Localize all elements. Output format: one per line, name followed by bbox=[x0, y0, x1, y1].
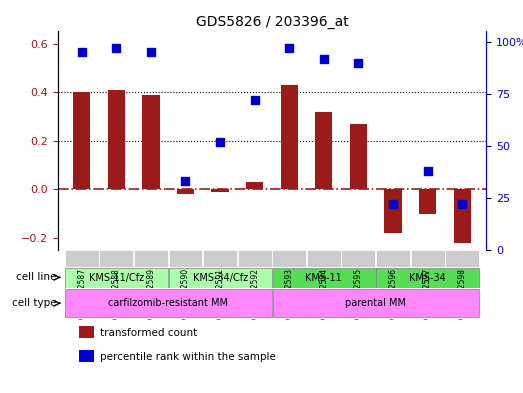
Text: cell type: cell type bbox=[12, 298, 57, 308]
Text: percentile rank within the sample: percentile rank within the sample bbox=[100, 352, 276, 362]
FancyBboxPatch shape bbox=[169, 268, 272, 288]
Text: GSM1692588: GSM1692588 bbox=[112, 268, 121, 319]
Bar bbox=[79, 326, 94, 338]
FancyBboxPatch shape bbox=[65, 268, 168, 288]
Point bbox=[389, 201, 397, 208]
FancyBboxPatch shape bbox=[203, 250, 237, 267]
FancyBboxPatch shape bbox=[411, 250, 445, 267]
Text: transformed count: transformed count bbox=[100, 328, 198, 338]
FancyBboxPatch shape bbox=[238, 250, 271, 267]
FancyBboxPatch shape bbox=[445, 250, 479, 267]
Bar bbox=[177, 189, 194, 195]
Bar bbox=[73, 92, 90, 189]
Point bbox=[216, 139, 224, 145]
FancyBboxPatch shape bbox=[65, 289, 272, 317]
Point bbox=[251, 97, 259, 103]
Bar bbox=[419, 189, 436, 214]
Bar bbox=[142, 95, 160, 189]
Title: GDS5826 / 203396_at: GDS5826 / 203396_at bbox=[196, 15, 348, 29]
Bar bbox=[246, 182, 263, 189]
Text: GSM1692590: GSM1692590 bbox=[181, 268, 190, 319]
Point bbox=[112, 45, 120, 51]
Text: KMS-11: KMS-11 bbox=[305, 273, 342, 283]
Point bbox=[181, 178, 190, 185]
Point bbox=[147, 49, 155, 55]
FancyBboxPatch shape bbox=[342, 250, 376, 267]
Point bbox=[424, 168, 432, 174]
Text: cell line: cell line bbox=[16, 272, 57, 282]
Text: GSM1692592: GSM1692592 bbox=[250, 268, 259, 319]
Text: GSM1692593: GSM1692593 bbox=[285, 268, 294, 319]
Bar bbox=[384, 189, 402, 233]
FancyBboxPatch shape bbox=[272, 250, 306, 267]
FancyBboxPatch shape bbox=[376, 250, 410, 267]
Text: KMS-34/Cfz: KMS-34/Cfz bbox=[192, 273, 248, 283]
Text: GSM1692596: GSM1692596 bbox=[389, 268, 397, 319]
Text: carfilzomib-resistant MM: carfilzomib-resistant MM bbox=[108, 298, 228, 308]
FancyBboxPatch shape bbox=[307, 250, 341, 267]
FancyBboxPatch shape bbox=[168, 250, 202, 267]
Bar bbox=[350, 124, 367, 189]
Point bbox=[285, 45, 293, 51]
Text: GSM1692591: GSM1692591 bbox=[215, 268, 224, 319]
FancyBboxPatch shape bbox=[65, 250, 99, 267]
Point bbox=[458, 201, 467, 208]
Bar bbox=[79, 351, 94, 362]
Bar bbox=[315, 112, 333, 189]
Text: GSM1692587: GSM1692587 bbox=[77, 268, 86, 319]
Point bbox=[77, 49, 86, 55]
FancyBboxPatch shape bbox=[99, 250, 133, 267]
Text: GSM1692589: GSM1692589 bbox=[146, 268, 155, 319]
FancyBboxPatch shape bbox=[134, 250, 168, 267]
Bar bbox=[108, 90, 125, 189]
Point bbox=[354, 60, 362, 66]
Bar bbox=[453, 189, 471, 243]
Point bbox=[320, 55, 328, 62]
FancyBboxPatch shape bbox=[377, 268, 480, 288]
Text: GSM1692597: GSM1692597 bbox=[423, 268, 432, 319]
FancyBboxPatch shape bbox=[272, 289, 480, 317]
Text: GSM1692595: GSM1692595 bbox=[354, 268, 363, 319]
Text: parental MM: parental MM bbox=[345, 298, 406, 308]
Text: GSM1692594: GSM1692594 bbox=[320, 268, 328, 319]
Text: KMS-11/Cfz: KMS-11/Cfz bbox=[89, 273, 144, 283]
FancyBboxPatch shape bbox=[272, 268, 376, 288]
Text: GSM1692598: GSM1692598 bbox=[458, 268, 467, 319]
Bar bbox=[281, 85, 298, 189]
Text: KMS-34: KMS-34 bbox=[409, 273, 446, 283]
Bar bbox=[211, 189, 229, 192]
